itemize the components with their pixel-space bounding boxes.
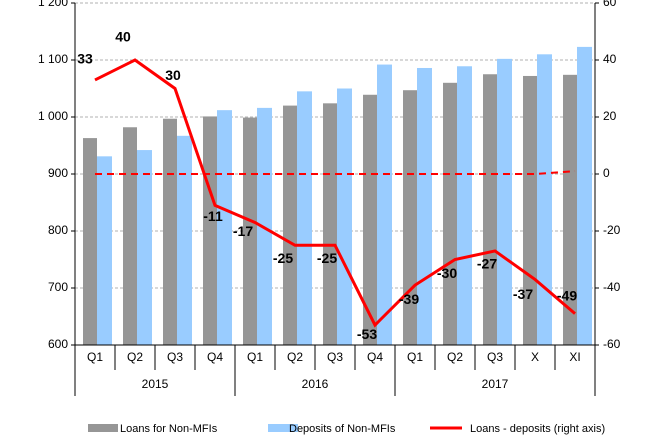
data-label: -17: [233, 223, 253, 239]
reference-line: [95, 170, 576, 175]
x-tick-label: Q1: [407, 350, 423, 364]
bar: [177, 135, 192, 345]
legend-label: Deposits of Non-MFIs: [289, 423, 396, 435]
data-label: -27: [477, 256, 497, 272]
bar: [83, 138, 97, 345]
y-tick-label: 700: [48, 280, 68, 294]
y-tick-label: 1 000: [38, 109, 68, 123]
bar: [137, 150, 152, 345]
bar: [563, 74, 577, 345]
x-tick-label: Q2: [287, 350, 303, 364]
data-label: 33: [77, 51, 93, 67]
data-label: 30: [165, 67, 181, 83]
bar: [363, 94, 377, 346]
data-label: -11: [203, 208, 223, 224]
legend-label: Loans - deposits (right axis): [470, 423, 605, 435]
bar: [323, 103, 337, 345]
data-label: 40: [115, 29, 131, 45]
data-label: -25: [317, 250, 337, 266]
data-label: -37: [513, 286, 533, 302]
x-tick-label: Q4: [207, 350, 223, 364]
legend-label: Loans for Non-MFIs: [120, 423, 218, 435]
y2-tick-label: -40: [603, 280, 621, 294]
x-tick-label: X: [531, 350, 539, 364]
data-label: -25: [273, 250, 293, 266]
y-tick-label: 600: [48, 337, 68, 351]
data-label: -39: [399, 291, 419, 307]
x-tick-label: Q2: [127, 350, 143, 364]
bar: [163, 118, 177, 346]
data-label: -53: [357, 326, 377, 342]
bar: [123, 127, 137, 345]
x-tick-label: Q1: [247, 350, 263, 364]
data-label: -30: [437, 265, 457, 281]
y2-tick-label: 60: [603, 0, 617, 9]
x-tick-label: XI: [569, 350, 580, 364]
bar: [443, 82, 457, 346]
line: [94, 58, 576, 328]
data-label: -49: [557, 287, 577, 303]
x-tick-label: Q3: [167, 350, 183, 364]
bar: [417, 67, 432, 345]
y-tick-label: 1 100: [38, 52, 68, 66]
bar: [537, 54, 552, 346]
bar: [483, 74, 497, 345]
x-tick-label: Q4: [367, 350, 383, 364]
bar: [577, 46, 592, 345]
legend-swatch: [268, 424, 298, 432]
x-tick-label: Q1: [87, 350, 103, 364]
bar: [457, 66, 472, 346]
group-label: 2017: [482, 377, 509, 391]
bar: [377, 64, 392, 345]
bar: [203, 116, 217, 346]
bar: [523, 75, 537, 346]
bar: [297, 91, 312, 345]
bar: [283, 105, 297, 345]
y2-tick-label: 40: [603, 52, 617, 66]
y-tick-label: 900: [48, 166, 68, 180]
bar: [403, 90, 417, 346]
y-tick-label: 1 200: [38, 0, 68, 9]
y2-tick-label: 20: [603, 109, 617, 123]
group-label: 2016: [302, 377, 329, 391]
bar: [97, 156, 112, 345]
y2-tick-label: -60: [603, 337, 621, 351]
y2-tick-label: 0: [603, 166, 610, 180]
x-tick-label: Q3: [487, 350, 503, 364]
bar: [337, 88, 352, 345]
legend-swatch: [88, 424, 118, 432]
group-label: 2015: [142, 377, 169, 391]
bar: [497, 58, 512, 346]
x-tick-label: Q2: [447, 350, 463, 364]
y-tick-label: 800: [48, 223, 68, 237]
bar: [217, 110, 232, 345]
x-tick-label: Q3: [327, 350, 343, 364]
y2-tick-label: -20: [603, 223, 621, 237]
